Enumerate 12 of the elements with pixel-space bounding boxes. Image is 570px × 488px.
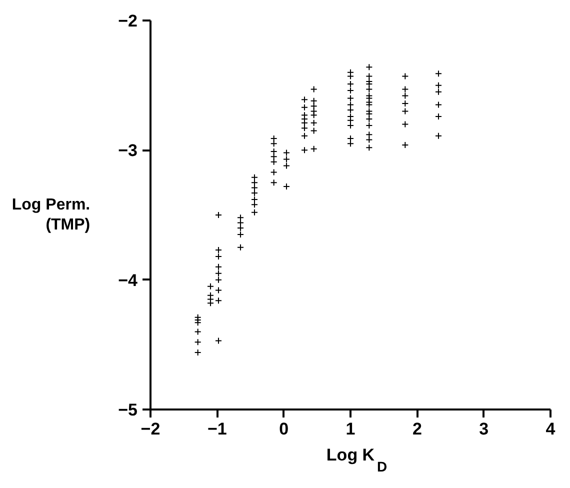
y-tick-label: −2 [118,12,138,30]
x-tick-label: 3 [479,420,489,438]
x-tick-label: 4 [546,420,556,438]
x-tick-label: −1 [207,420,227,438]
x-tick-label: 1 [346,420,356,438]
x-tick-label: −2 [140,420,160,438]
y-axis-title: Log Perm. (TMP) [12,196,90,234]
y-tick-label: −3 [118,141,138,160]
y-tick-label: −4 [118,270,138,290]
y-tick-label: −5 [118,400,138,420]
x-tick-label: 0 [279,420,289,438]
x-tick-label: 2 [412,420,422,438]
